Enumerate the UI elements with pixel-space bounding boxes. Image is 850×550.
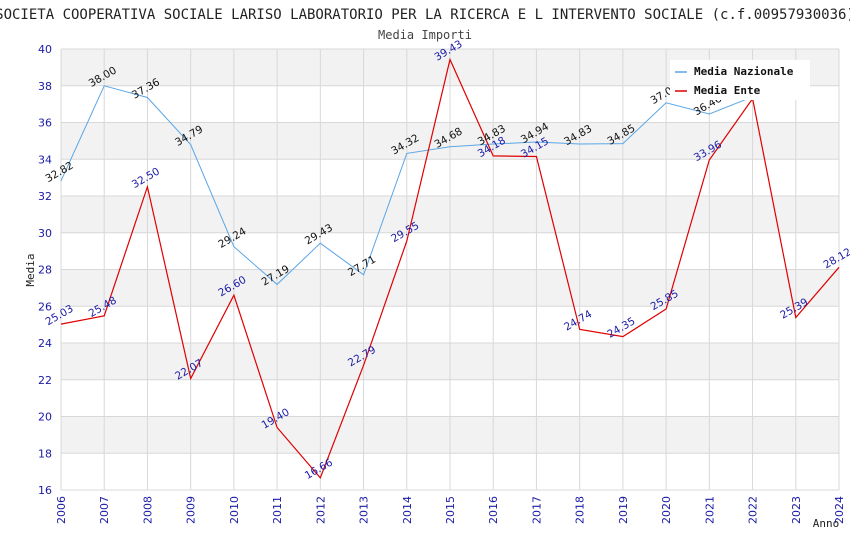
chart-subtitle: Media Importi — [378, 28, 472, 42]
y-axis-ticks: 16 18 20 22 24 26 28 30 32 34 36 38 40 — [38, 43, 52, 497]
y-tick-label: 34 — [38, 153, 52, 166]
y-tick-label: 20 — [38, 411, 52, 424]
series-group — [60, 57, 840, 480]
x-tick-label: 2022 — [747, 496, 760, 524]
x-axis-label: Anno — [813, 517, 840, 530]
y-axis-label: Media — [24, 253, 37, 286]
y-tick-label: 18 — [38, 447, 52, 460]
x-tick-label: 2023 — [790, 496, 803, 524]
x-tick-label: 2020 — [660, 496, 673, 524]
x-tick-label: 2015 — [444, 496, 457, 524]
series-line-nazionale — [60, 85, 753, 286]
series-line-ente — [60, 57, 840, 480]
y-tick-label: 26 — [38, 300, 52, 313]
chart-title: SOCIETA COOPERATIVA SOCIALE LARISO LABOR… — [0, 7, 850, 23]
x-tick-label: 2016 — [487, 496, 500, 524]
y-tick-label: 16 — [38, 484, 52, 497]
x-tick-label: 2021 — [703, 496, 716, 524]
x-tick-label: 2010 — [228, 496, 241, 524]
y-tick-label: 40 — [38, 43, 52, 56]
x-tick-label: 2009 — [185, 496, 198, 524]
x-tick-label: 2007 — [98, 496, 111, 524]
y-tick-label: 30 — [38, 227, 52, 240]
x-tick-label: 2018 — [574, 496, 587, 524]
x-tick-label: 2012 — [314, 496, 327, 524]
x-tick-label: 2011 — [271, 496, 284, 524]
x-axis-ticks: 2006 2007 2008 2009 2010 2011 2012 2013 2014 2015… — [55, 496, 846, 524]
y-tick-label: 32 — [38, 190, 52, 203]
x-tick-label: 2006 — [55, 496, 68, 524]
x-tick-label: 2013 — [358, 496, 371, 524]
y-tick-label: 36 — [38, 117, 52, 130]
y-tick-label: 28 — [38, 264, 52, 277]
x-tick-label: 2008 — [141, 496, 154, 524]
legend-background — [670, 60, 810, 100]
x-tick-label: 2024 — [833, 496, 846, 524]
y-tick-label: 22 — [38, 374, 52, 387]
x-tick-label: 2019 — [617, 496, 630, 524]
x-tick-label: 2014 — [401, 496, 414, 524]
x-tick-label: 2017 — [530, 496, 543, 524]
y-tick-label: 38 — [38, 80, 52, 93]
legend: Media Nazionale Media Ente — [670, 60, 810, 100]
legend-label-ente: Media Ente — [694, 84, 761, 97]
y-tick-label: 24 — [38, 337, 52, 350]
legend-label-nazionale: Media Nazionale — [694, 65, 794, 78]
